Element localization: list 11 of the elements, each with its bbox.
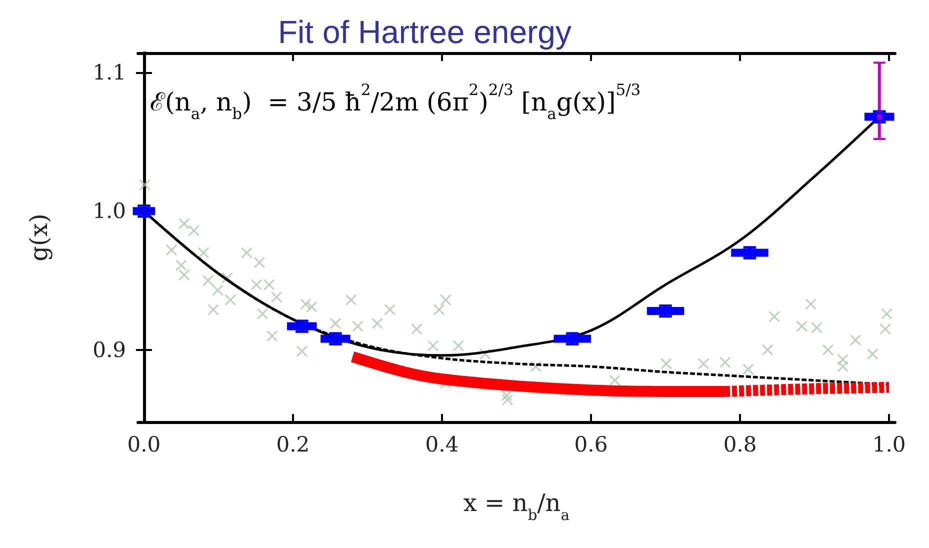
- y-tick-label: 1.0: [92, 199, 126, 224]
- x-tick-label: 1.0: [872, 432, 906, 456]
- y-tick-label: 0.9: [92, 338, 126, 362]
- x-tick-label: 0.8: [723, 432, 757, 456]
- y-axis-title: g(x): [24, 214, 53, 262]
- x-tick-label: 0.0: [127, 432, 161, 456]
- x-tick-label: 0.4: [425, 432, 459, 456]
- chart-title: Fit of Hartree energy: [278, 14, 572, 50]
- y-tick-label: 1.1: [92, 60, 126, 84]
- x-tick-label: 0.6: [574, 432, 608, 456]
- x-tick-label: 0.2: [276, 432, 310, 456]
